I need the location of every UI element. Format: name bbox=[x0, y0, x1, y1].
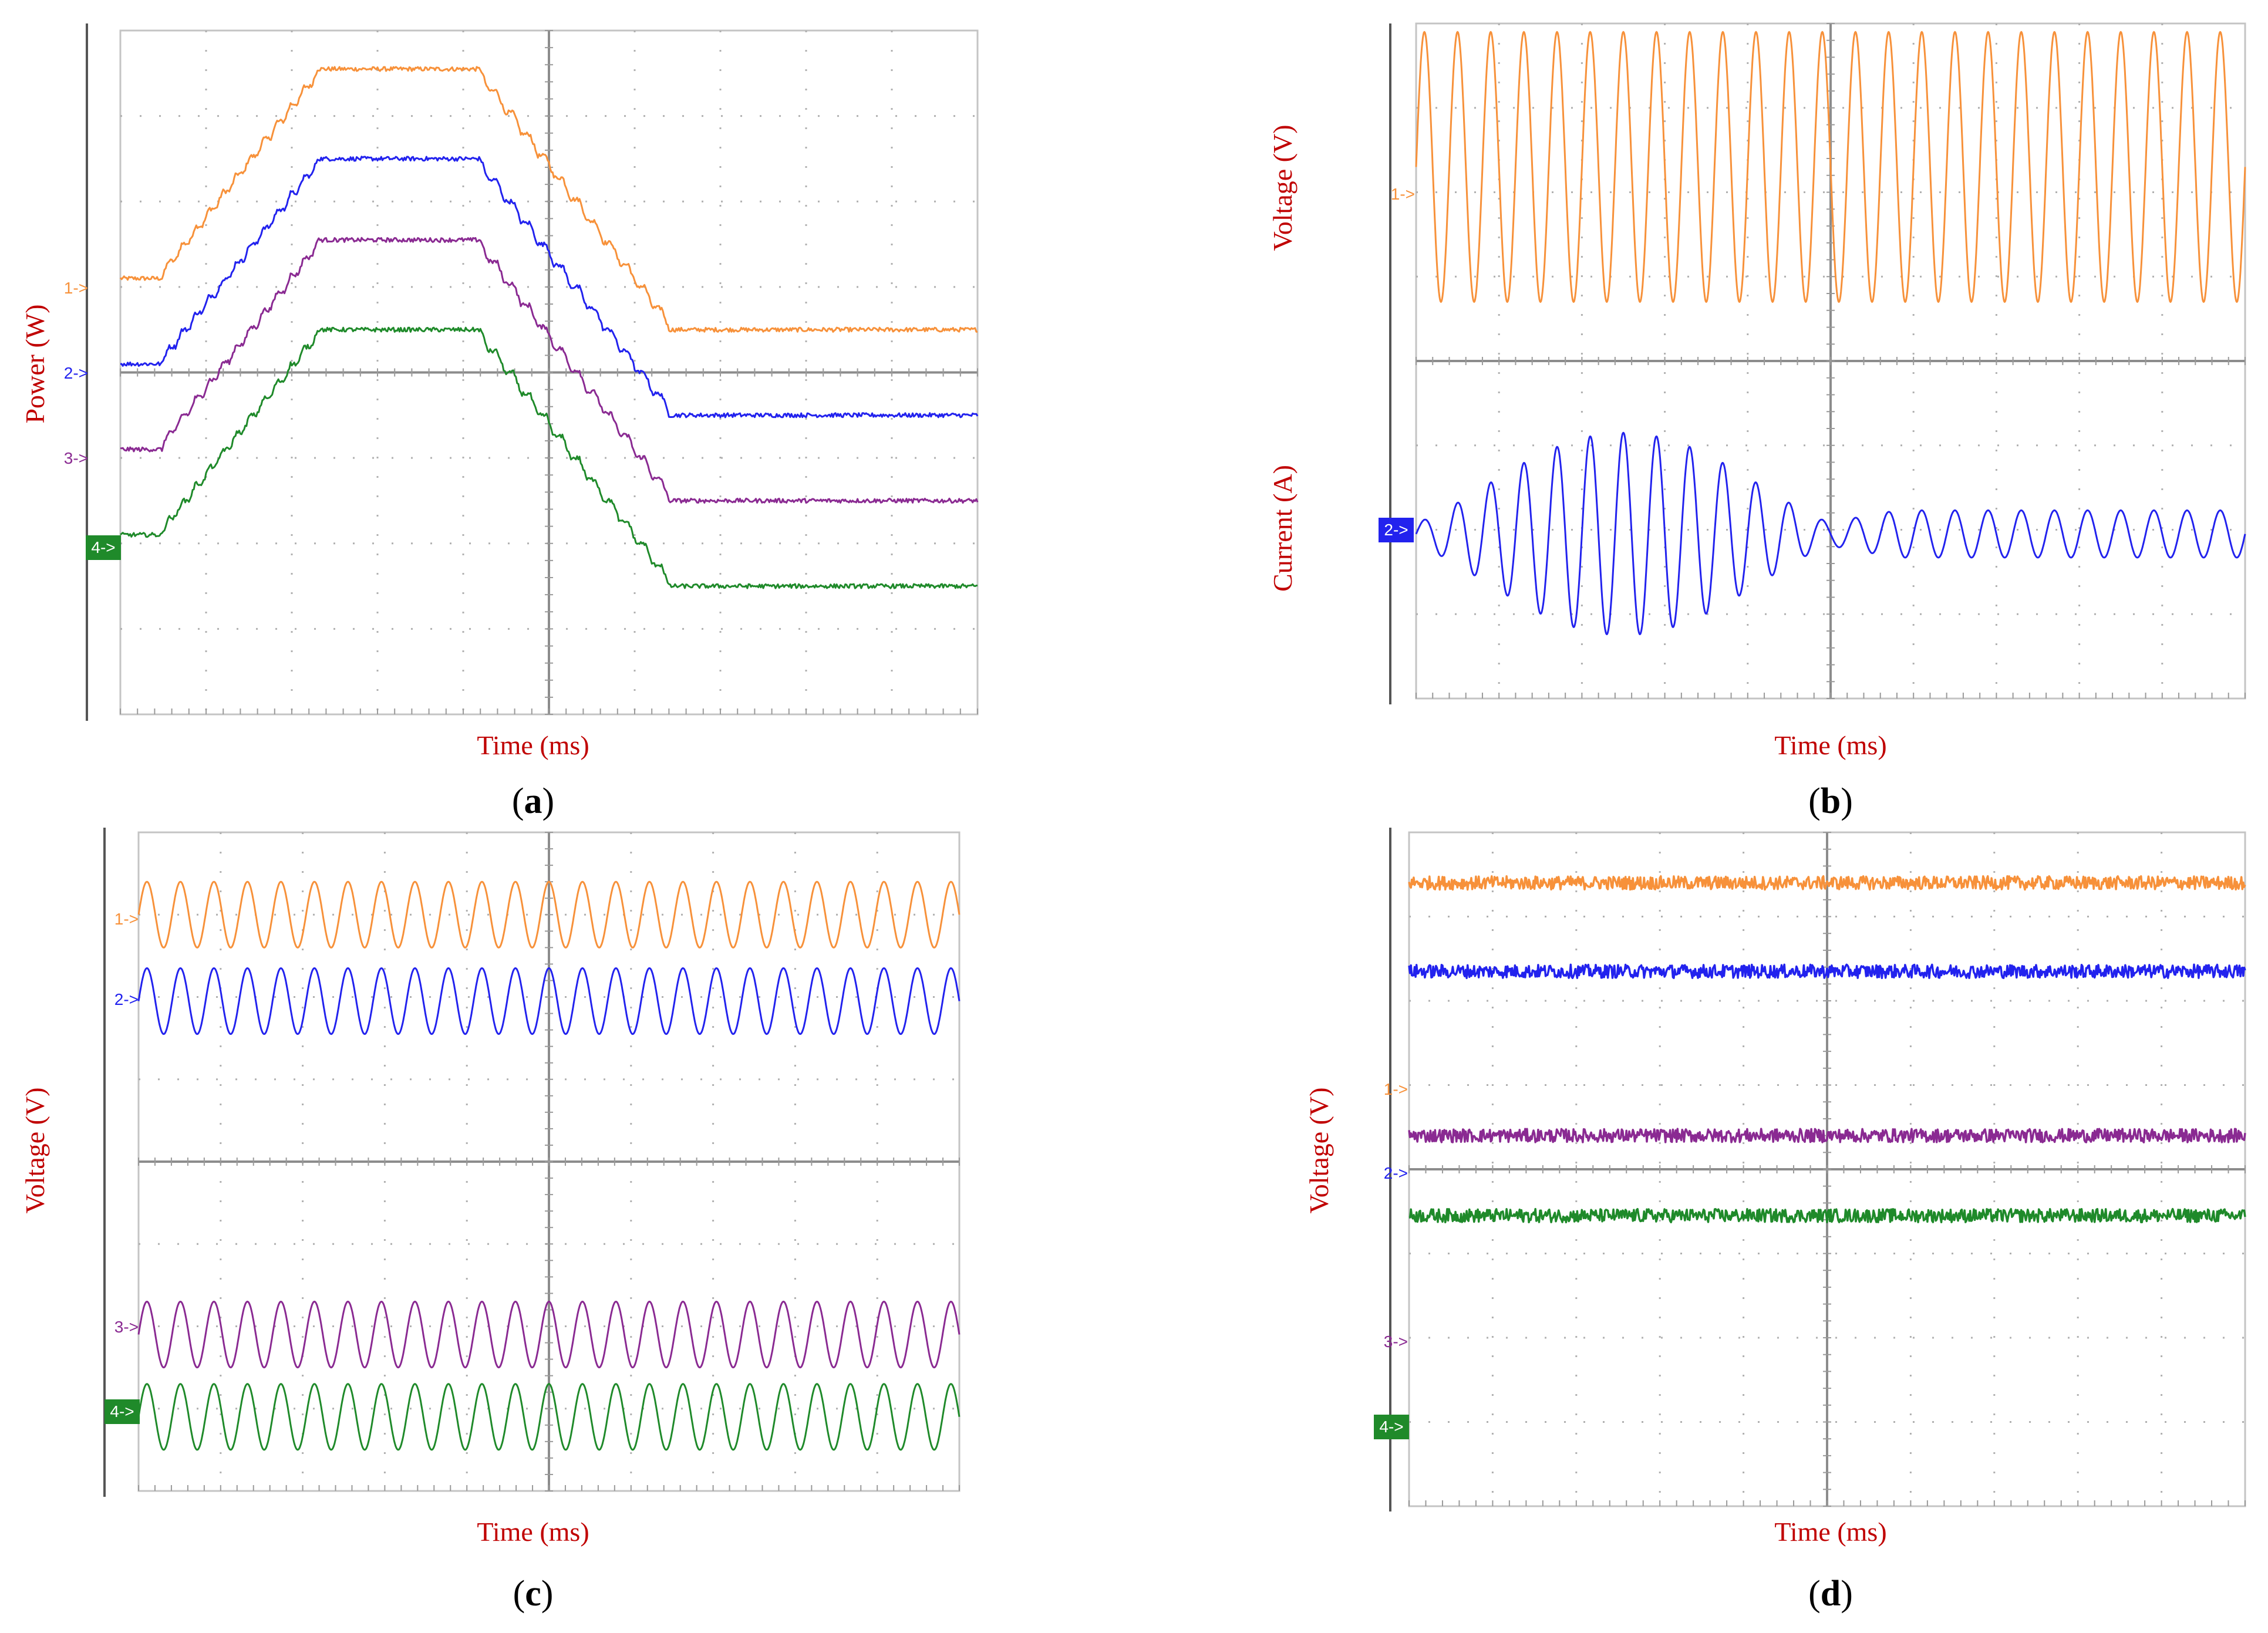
panel-a-series-ch3 bbox=[120, 237, 979, 504]
panel-a-series-ch4 bbox=[120, 326, 978, 589]
panel-d-grid bbox=[1408, 831, 2246, 1507]
panel-d-series-ch4 bbox=[1408, 1207, 2246, 1224]
panel-d-label-ch3: 3-> bbox=[1384, 1332, 1408, 1351]
panel-c-series-ch1 bbox=[137, 880, 961, 949]
panel-d-ch4-marker bbox=[1374, 1415, 1409, 1439]
panel-c-ch4-marker bbox=[105, 1399, 140, 1424]
panel-d-caption-letter: d bbox=[1821, 1574, 1841, 1614]
panel-d-channel-labels: 1-> 2-> 3-> 4-> bbox=[1374, 1080, 1409, 1439]
panel-c-grid bbox=[137, 831, 961, 1492]
panel-a-label-ch4: 4-> bbox=[91, 538, 115, 556]
panel-b-ch2-marker bbox=[1379, 518, 1414, 542]
panel-d-label-ch2: 2-> bbox=[1384, 1164, 1408, 1182]
panel-b-x-axis-label: Time (ms) bbox=[1774, 730, 1886, 760]
panel-b-caption-letter: b bbox=[1821, 781, 1841, 821]
panel-a-series-ch2 bbox=[120, 156, 979, 419]
panel-d-series-ch2 bbox=[1408, 963, 2246, 979]
panel-c-series-ch2 bbox=[137, 967, 961, 1035]
panel-b-y-axis-label-current: Current (A) bbox=[1268, 465, 1298, 592]
panel-d-caption: (d) bbox=[1808, 1574, 1853, 1614]
panel-a-series-ch1 bbox=[119, 66, 978, 333]
panel-a-ch4-marker bbox=[86, 535, 121, 560]
panel-d-y-axis-label: Voltage (V) bbox=[1304, 1087, 1334, 1213]
panel-c-series-ch4 bbox=[137, 1383, 961, 1451]
panel-d-series-ch1 bbox=[1408, 875, 2246, 891]
panel-d-series-ch3 bbox=[1408, 1128, 2246, 1143]
panel-a-label-ch1: 1-> bbox=[64, 279, 88, 297]
panel-b-channel-labels: 1-> 2-> bbox=[1379, 185, 1415, 542]
panel-c-label-ch1: 1-> bbox=[114, 910, 139, 928]
panel-b-series bbox=[1415, 31, 2246, 636]
panel-c-label-ch2: 2-> bbox=[114, 990, 139, 1008]
panel-c: 1-> 2-> 3-> 4-> Voltage (V) Time (ms) (c… bbox=[20, 828, 961, 1614]
panel-b-label-ch1: 1-> bbox=[1391, 185, 1415, 203]
panel-a: 1-> 2-> 3-> 4-> Power (W) Time (ms) (a) bbox=[20, 23, 979, 821]
panel-c-y-axis-label: Voltage (V) bbox=[20, 1087, 50, 1213]
panel-c-x-axis-label: Time (ms) bbox=[477, 1517, 589, 1547]
panel-c-series-ch3 bbox=[137, 1300, 961, 1369]
panel-d-x-axis-label: Time (ms) bbox=[1774, 1517, 1886, 1547]
panel-d-label-ch1: 1-> bbox=[1384, 1080, 1408, 1098]
panel-b-series-ch2 bbox=[1415, 431, 2246, 636]
panel-a-label-ch3: 3-> bbox=[64, 449, 88, 467]
panel-a-y-axis-label: Power (W) bbox=[20, 304, 50, 423]
panel-d: 1-> 2-> 3-> 4-> Voltage (V) Time (ms) (d… bbox=[1304, 828, 2246, 1614]
panel-b: 1-> 2-> Voltage (V) Current (A) Time (ms… bbox=[1268, 22, 2246, 821]
panel-a-x-axis-label: Time (ms) bbox=[477, 730, 589, 760]
panel-c-series bbox=[137, 880, 961, 1451]
panel-c-caption: (c) bbox=[513, 1574, 554, 1614]
panel-c-channel-labels: 1-> 2-> 3-> 4-> bbox=[105, 910, 140, 1424]
panel-c-caption-letter: c bbox=[525, 1574, 541, 1614]
panel-c-label-ch4: 4-> bbox=[110, 1402, 134, 1421]
panel-d-label-ch4: 4-> bbox=[1379, 1418, 1403, 1436]
panel-b-label-ch2: 2-> bbox=[1384, 521, 1408, 539]
panel-b-caption: (b) bbox=[1808, 781, 1853, 821]
panel-a-caption-letter: a bbox=[524, 781, 542, 821]
panel-b-grid bbox=[1415, 22, 2246, 700]
panel-d-series bbox=[1408, 875, 2246, 1224]
panel-a-label-ch2: 2-> bbox=[64, 364, 88, 382]
panel-b-series-ch1 bbox=[1415, 31, 2246, 303]
panel-c-label-ch3: 3-> bbox=[114, 1318, 139, 1336]
panel-b-y-axis-label-voltage: Voltage (V) bbox=[1268, 124, 1298, 251]
panel-a-caption: (a) bbox=[512, 781, 554, 821]
panel-a-series bbox=[119, 66, 979, 589]
panel-a-grid bbox=[119, 29, 979, 716]
panel-a-channel-labels: 1-> 2-> 3-> 4-> bbox=[64, 279, 121, 560]
